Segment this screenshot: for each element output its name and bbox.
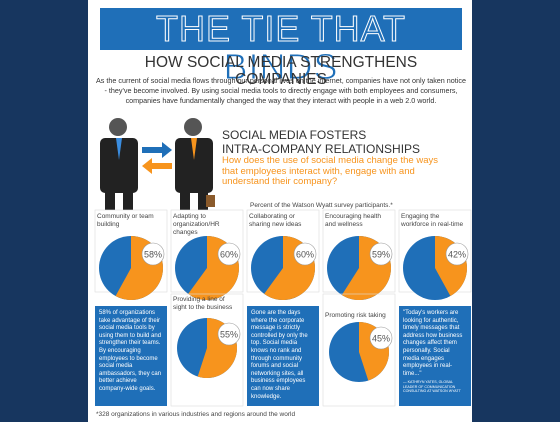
box-text: "Today's workers are looking for authent… — [403, 310, 463, 377]
pie-label-bg — [217, 322, 241, 346]
cell-border — [322, 293, 396, 407]
subtitle: HOW SOCIAL MEDIA STRENGTHENS COMPANIES — [144, 54, 418, 88]
section-heading: SOCIAL MEDIA FOSTERS — [222, 128, 367, 142]
man-left — [100, 118, 138, 210]
box-text: 58% of organizations take advantage of t… — [99, 310, 162, 392]
title-banner — [100, 8, 462, 50]
pie-label: 55% — [220, 329, 238, 339]
pie-caption: Promoting risk taking — [325, 312, 386, 319]
pie-caption: Collaborating or sharing new ideas — [249, 213, 302, 228]
text-box: 58% of organizations take advantage of t… — [95, 306, 167, 406]
pie-label: 60% — [220, 249, 238, 259]
pie-label: 58% — [144, 249, 162, 259]
pie-caption: Adapting to organization/HR changes — [173, 213, 220, 236]
pie-caption: Community or team building — [97, 213, 154, 228]
man-right — [175, 118, 215, 210]
title: THE TIE THAT BINDS — [155, 8, 407, 87]
pie-label: 42% — [448, 249, 466, 259]
pie-label: 45% — [372, 333, 390, 343]
attribution: — KATHRYN YATES, GLOBAL LEADER OF COMMUN… — [403, 380, 461, 394]
cell-border — [170, 293, 244, 407]
pie-caption: Providing a line of sight to the busines… — [173, 296, 233, 311]
pie-caption: Encouraging health and wellness — [325, 213, 382, 228]
pie-label-bg — [141, 242, 165, 266]
pie-label-bg — [293, 242, 317, 266]
footnote: *328 organizations in various industries… — [96, 411, 296, 418]
survey-note: Percent of the Watson Wyatt survey parti… — [250, 202, 393, 209]
pie-label: 59% — [372, 249, 390, 259]
section-heading: INTRA-COMPANY RELATIONSHIPS — [222, 142, 421, 156]
arrow-right — [142, 142, 172, 158]
text-box: Gone are the days where the corporate me… — [247, 306, 319, 406]
pie-label-bg — [217, 242, 241, 266]
pie-caption: Engaging the workforce in real-time — [401, 213, 464, 228]
pie-label-bg — [445, 242, 469, 266]
pie-label-bg — [369, 242, 393, 266]
arrow-left — [142, 158, 172, 174]
pie-label-bg — [369, 326, 393, 350]
illustration — [100, 118, 215, 210]
question: How does the use of social media change … — [222, 155, 438, 187]
box-text: Gone are the days where the corporate me… — [251, 310, 308, 400]
pie-label: 60% — [296, 249, 314, 259]
intro: As the current of social media flows thr… — [96, 76, 466, 105]
text-box: "Today's workers are looking for authent… — [399, 306, 471, 406]
